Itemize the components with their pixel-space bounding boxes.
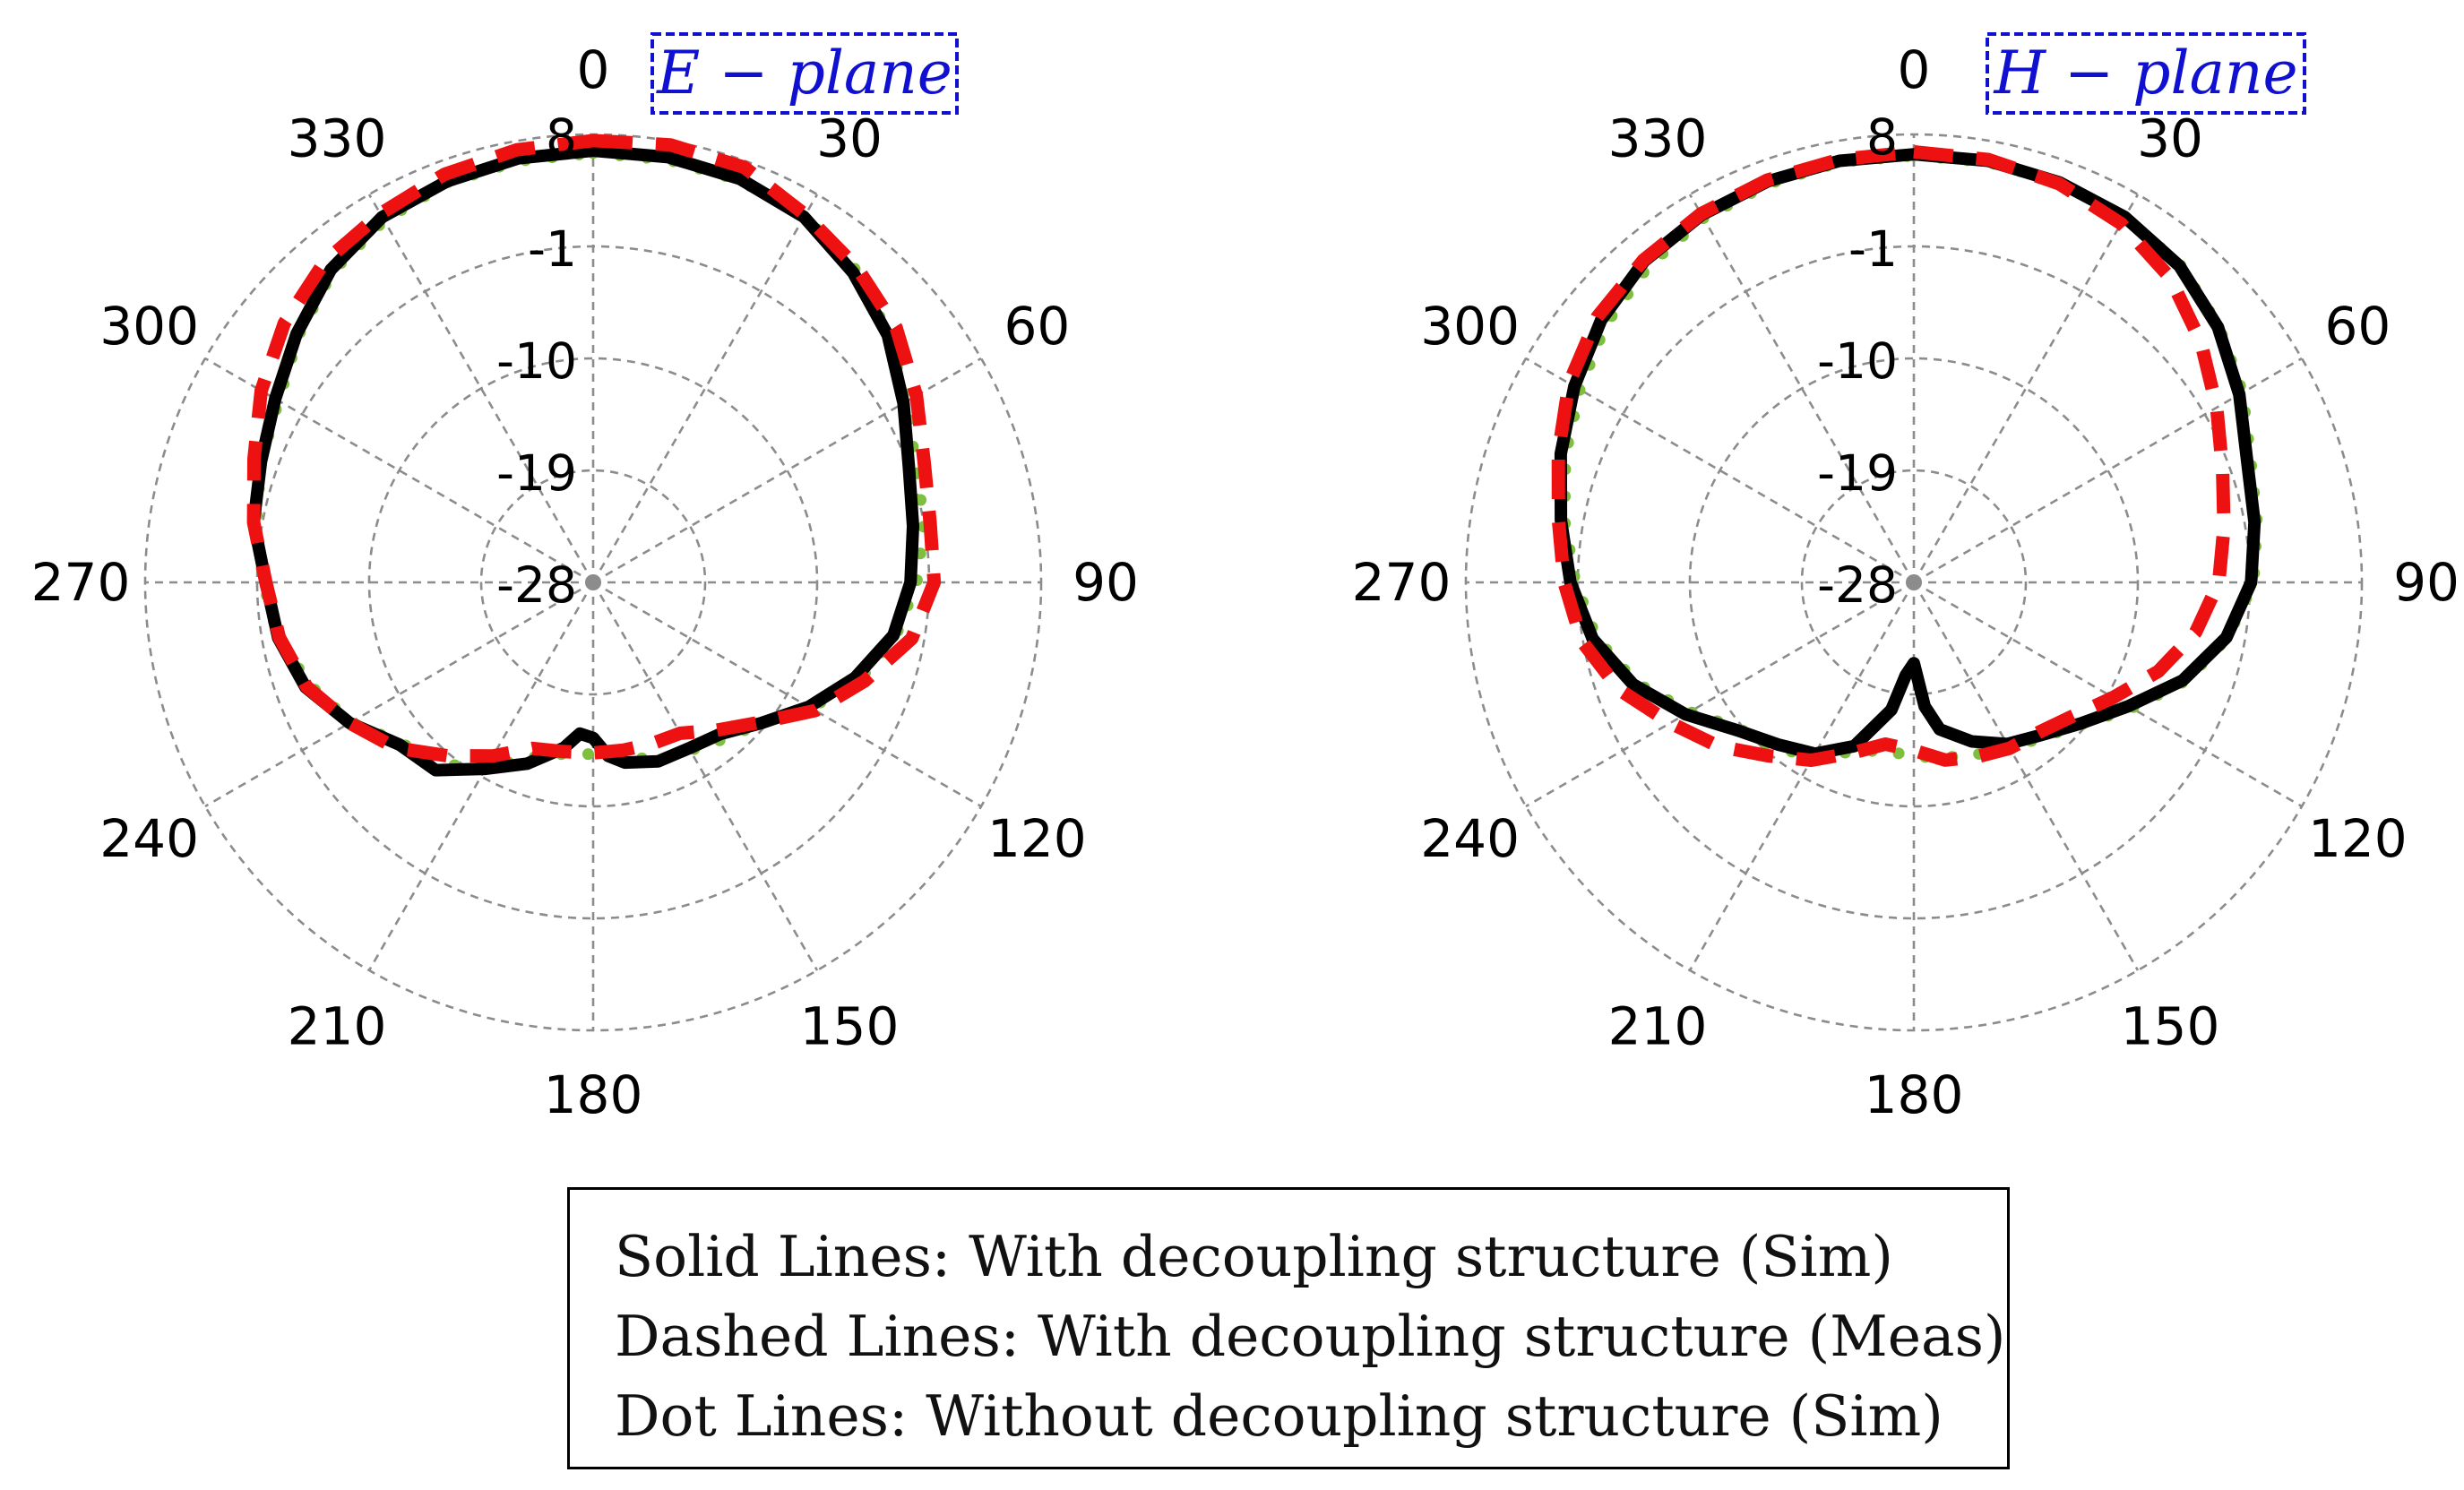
grid-circle bbox=[1688, 357, 2140, 808]
angle-tick-label: 60 bbox=[1004, 296, 1070, 357]
legend-entry-dashed: Dashed Lines: With decoupling structure … bbox=[615, 1304, 2006, 1369]
grid-spoke bbox=[592, 581, 982, 808]
angle-tick-label: 150 bbox=[800, 995, 900, 1056]
angle-tick-label: 240 bbox=[99, 808, 199, 869]
radial-tick-label: -10 bbox=[496, 332, 577, 390]
angle-tick-label: 150 bbox=[2121, 995, 2220, 1056]
angle-tick-label: 270 bbox=[1352, 552, 1452, 613]
plane-title: E − plane bbox=[656, 39, 952, 108]
radial-tick-label: -19 bbox=[496, 444, 577, 502]
series-line-solid bbox=[247, 144, 919, 777]
grid-spoke bbox=[367, 194, 595, 583]
grid-spoke bbox=[1688, 581, 1916, 971]
grid-circle bbox=[479, 469, 707, 696]
angle-tick-label: 330 bbox=[1608, 108, 1708, 169]
angle-tick-label: 240 bbox=[1420, 808, 1520, 869]
angle-tick-label: 90 bbox=[1073, 552, 1139, 613]
legend-entry-solid: Solid Lines: With decoupling structure (… bbox=[615, 1224, 1893, 1289]
angle-tick-label: 180 bbox=[544, 1064, 643, 1125]
angle-tick-label: 210 bbox=[288, 995, 387, 1056]
polar-chart-h-plane: 8 -1 -10 -19 -28 0 30 60 90 120 150 180 210 240 270 300… bbox=[1352, 32, 2460, 1125]
angle-tick-label: 90 bbox=[2393, 552, 2460, 613]
radial-tick-label: -10 bbox=[1817, 332, 1898, 390]
angle-tick-label: 300 bbox=[1420, 296, 1520, 357]
angle-tick-label: 0 bbox=[1898, 39, 1931, 100]
radial-tick-label: -1 bbox=[528, 220, 577, 278]
angle-tick-label: 120 bbox=[987, 808, 1087, 869]
grid-spoke bbox=[367, 581, 595, 971]
grid-spoke bbox=[1913, 581, 2303, 808]
series-line-dashed bbox=[246, 133, 942, 763]
angle-tick-label: 180 bbox=[1865, 1064, 1964, 1125]
legend-entry-dotted: Dot Lines: Without decoupling structure … bbox=[615, 1383, 1943, 1449]
grid-spoke bbox=[1912, 581, 2140, 971]
angle-tick-label: 270 bbox=[31, 552, 131, 613]
angle-tick-label: 60 bbox=[2324, 296, 2391, 357]
angle-tick-label: 120 bbox=[2308, 808, 2408, 869]
angle-tick-label: 300 bbox=[99, 296, 199, 357]
radial-tick-label: -19 bbox=[1817, 444, 1898, 502]
plane-title-box bbox=[1986, 32, 2306, 115]
grid-spoke bbox=[204, 581, 594, 808]
grid-spoke bbox=[1525, 581, 1915, 808]
plane-title-box bbox=[650, 32, 959, 115]
grid-spoke bbox=[1525, 357, 1915, 584]
grid-circle bbox=[367, 357, 819, 808]
angle-tick-label: 330 bbox=[288, 108, 387, 169]
radial-tick-label: -28 bbox=[496, 556, 577, 614]
grid-spoke bbox=[591, 581, 819, 971]
radial-tick-label: -28 bbox=[1817, 556, 1898, 614]
center-dot bbox=[585, 574, 601, 590]
grid-spoke bbox=[1912, 194, 2140, 583]
angle-tick-label: 30 bbox=[2137, 108, 2203, 169]
grid-spoke bbox=[591, 194, 819, 583]
legend-box: Solid Lines: With decoupling structure (… bbox=[567, 1187, 2010, 1469]
radial-tick-label: -1 bbox=[1848, 220, 1898, 278]
angle-tick-label: 210 bbox=[1608, 995, 1708, 1056]
grid-circle bbox=[1800, 469, 2028, 696]
angle-tick-label: 0 bbox=[577, 39, 610, 100]
radial-tick-label: 8 bbox=[546, 108, 577, 166]
center-dot bbox=[1906, 574, 1922, 590]
grid-spoke bbox=[1688, 194, 1916, 583]
plane-title: H − plane bbox=[1993, 39, 2297, 108]
radial-tick-label: 8 bbox=[1866, 108, 1898, 166]
series-line-dotted bbox=[250, 147, 930, 773]
angle-tick-label: 30 bbox=[816, 108, 883, 169]
polar-chart-e-plane: 8 -1 -10 -19 -28 0 30 60 90 120 150 180 210 240 270 300… bbox=[31, 32, 1139, 1125]
